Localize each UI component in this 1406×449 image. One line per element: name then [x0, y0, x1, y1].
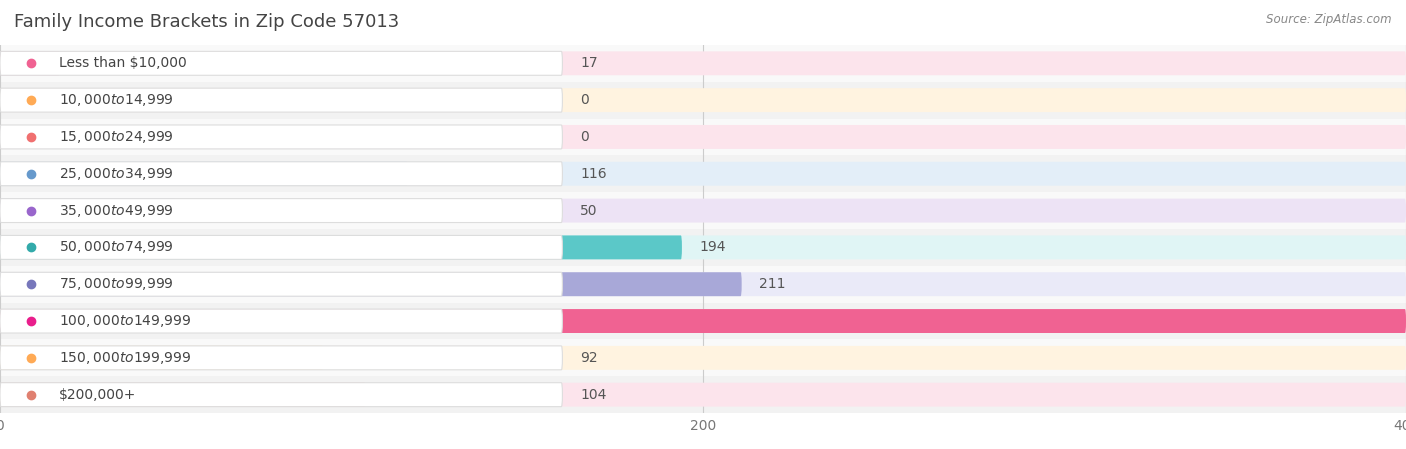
Bar	[0, 339, 1406, 376]
FancyBboxPatch shape	[0, 235, 562, 260]
FancyBboxPatch shape	[0, 346, 562, 370]
Text: $150,000 to $199,999: $150,000 to $199,999	[59, 350, 191, 366]
FancyBboxPatch shape	[0, 383, 562, 407]
FancyBboxPatch shape	[0, 346, 323, 370]
Bar	[0, 376, 1406, 413]
FancyBboxPatch shape	[0, 88, 1406, 112]
FancyBboxPatch shape	[0, 272, 562, 296]
Bar	[0, 45, 1406, 82]
Bar	[0, 266, 1406, 303]
Text: 17: 17	[581, 56, 598, 70]
FancyBboxPatch shape	[0, 51, 1406, 75]
Text: 211: 211	[759, 277, 786, 291]
FancyBboxPatch shape	[0, 272, 1406, 296]
Text: 50: 50	[581, 203, 598, 218]
FancyBboxPatch shape	[0, 198, 1406, 223]
FancyBboxPatch shape	[0, 88, 562, 112]
Text: Source: ZipAtlas.com: Source: ZipAtlas.com	[1267, 13, 1392, 26]
Text: $50,000 to $74,999: $50,000 to $74,999	[59, 239, 174, 255]
FancyBboxPatch shape	[0, 235, 682, 260]
Bar	[0, 303, 1406, 339]
Text: 0: 0	[581, 130, 589, 144]
Bar	[0, 155, 1406, 192]
FancyBboxPatch shape	[0, 198, 562, 223]
FancyBboxPatch shape	[0, 198, 176, 223]
FancyBboxPatch shape	[0, 51, 562, 75]
FancyBboxPatch shape	[0, 346, 1406, 370]
Bar	[0, 119, 1406, 155]
Text: 104: 104	[581, 387, 606, 402]
FancyBboxPatch shape	[0, 272, 742, 296]
FancyBboxPatch shape	[0, 235, 1406, 260]
Text: $100,000 to $149,999: $100,000 to $149,999	[59, 313, 191, 329]
FancyBboxPatch shape	[0, 125, 1406, 149]
Text: $15,000 to $24,999: $15,000 to $24,999	[59, 129, 174, 145]
Bar	[0, 229, 1406, 266]
FancyBboxPatch shape	[0, 162, 562, 186]
Text: $75,000 to $99,999: $75,000 to $99,999	[59, 276, 174, 292]
Text: $200,000+: $200,000+	[59, 387, 136, 402]
FancyBboxPatch shape	[0, 162, 408, 186]
FancyBboxPatch shape	[0, 309, 1406, 333]
Bar	[0, 192, 1406, 229]
Text: 194: 194	[700, 240, 725, 255]
FancyBboxPatch shape	[0, 51, 59, 75]
Bar	[0, 82, 1406, 119]
Text: $10,000 to $14,999: $10,000 to $14,999	[59, 92, 174, 108]
FancyBboxPatch shape	[0, 309, 562, 333]
Text: 116: 116	[581, 167, 606, 181]
FancyBboxPatch shape	[0, 162, 1406, 186]
Text: Family Income Brackets in Zip Code 57013: Family Income Brackets in Zip Code 57013	[14, 13, 399, 31]
Text: 92: 92	[581, 351, 598, 365]
Text: $35,000 to $49,999: $35,000 to $49,999	[59, 202, 174, 219]
FancyBboxPatch shape	[0, 383, 366, 407]
Text: $25,000 to $34,999: $25,000 to $34,999	[59, 166, 174, 182]
Text: Less than $10,000: Less than $10,000	[59, 56, 187, 70]
FancyBboxPatch shape	[0, 383, 1406, 407]
FancyBboxPatch shape	[0, 125, 562, 149]
FancyBboxPatch shape	[0, 309, 1406, 333]
Text: 0: 0	[581, 93, 589, 107]
